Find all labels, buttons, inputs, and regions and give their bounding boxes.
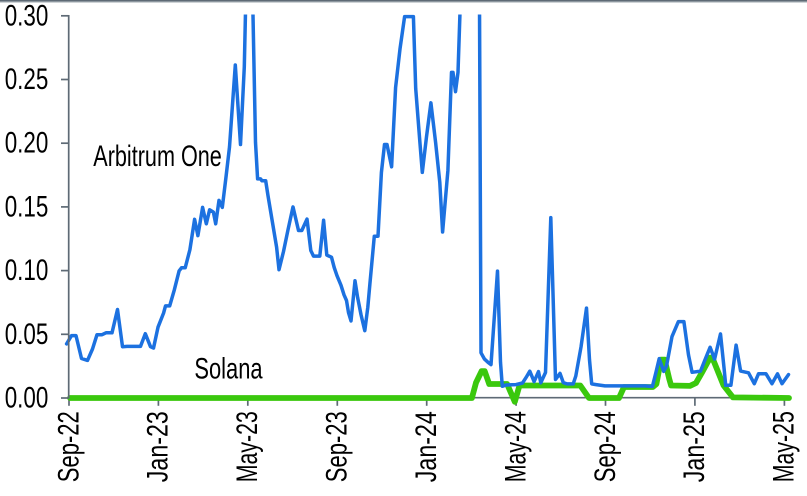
svg-text:Sep-24: Sep-24 <box>589 411 622 482</box>
svg-text:0.10: 0.10 <box>5 254 49 287</box>
svg-text:0.25: 0.25 <box>5 63 49 96</box>
svg-text:Sep-23: Sep-23 <box>321 411 354 482</box>
svg-text:0.15: 0.15 <box>5 190 49 223</box>
svg-text:Jan-25: Jan-25 <box>678 411 711 482</box>
svg-text:Solana: Solana <box>194 353 263 386</box>
svg-text:0.20: 0.20 <box>5 127 49 160</box>
svg-text:May-23: May-23 <box>231 411 264 482</box>
svg-text:0.05: 0.05 <box>5 318 49 351</box>
svg-text:Sep-22: Sep-22 <box>52 411 85 482</box>
svg-text:0.00: 0.00 <box>5 382 49 415</box>
svg-text:Jan-23: Jan-23 <box>142 411 175 482</box>
svg-text:May-25: May-25 <box>768 411 801 482</box>
svg-text:Jan-24: Jan-24 <box>410 411 443 482</box>
svg-text:May-24: May-24 <box>499 411 532 482</box>
svg-text:0.30: 0.30 <box>5 0 49 32</box>
svg-text:Arbitrum One: Arbitrum One <box>93 140 222 173</box>
